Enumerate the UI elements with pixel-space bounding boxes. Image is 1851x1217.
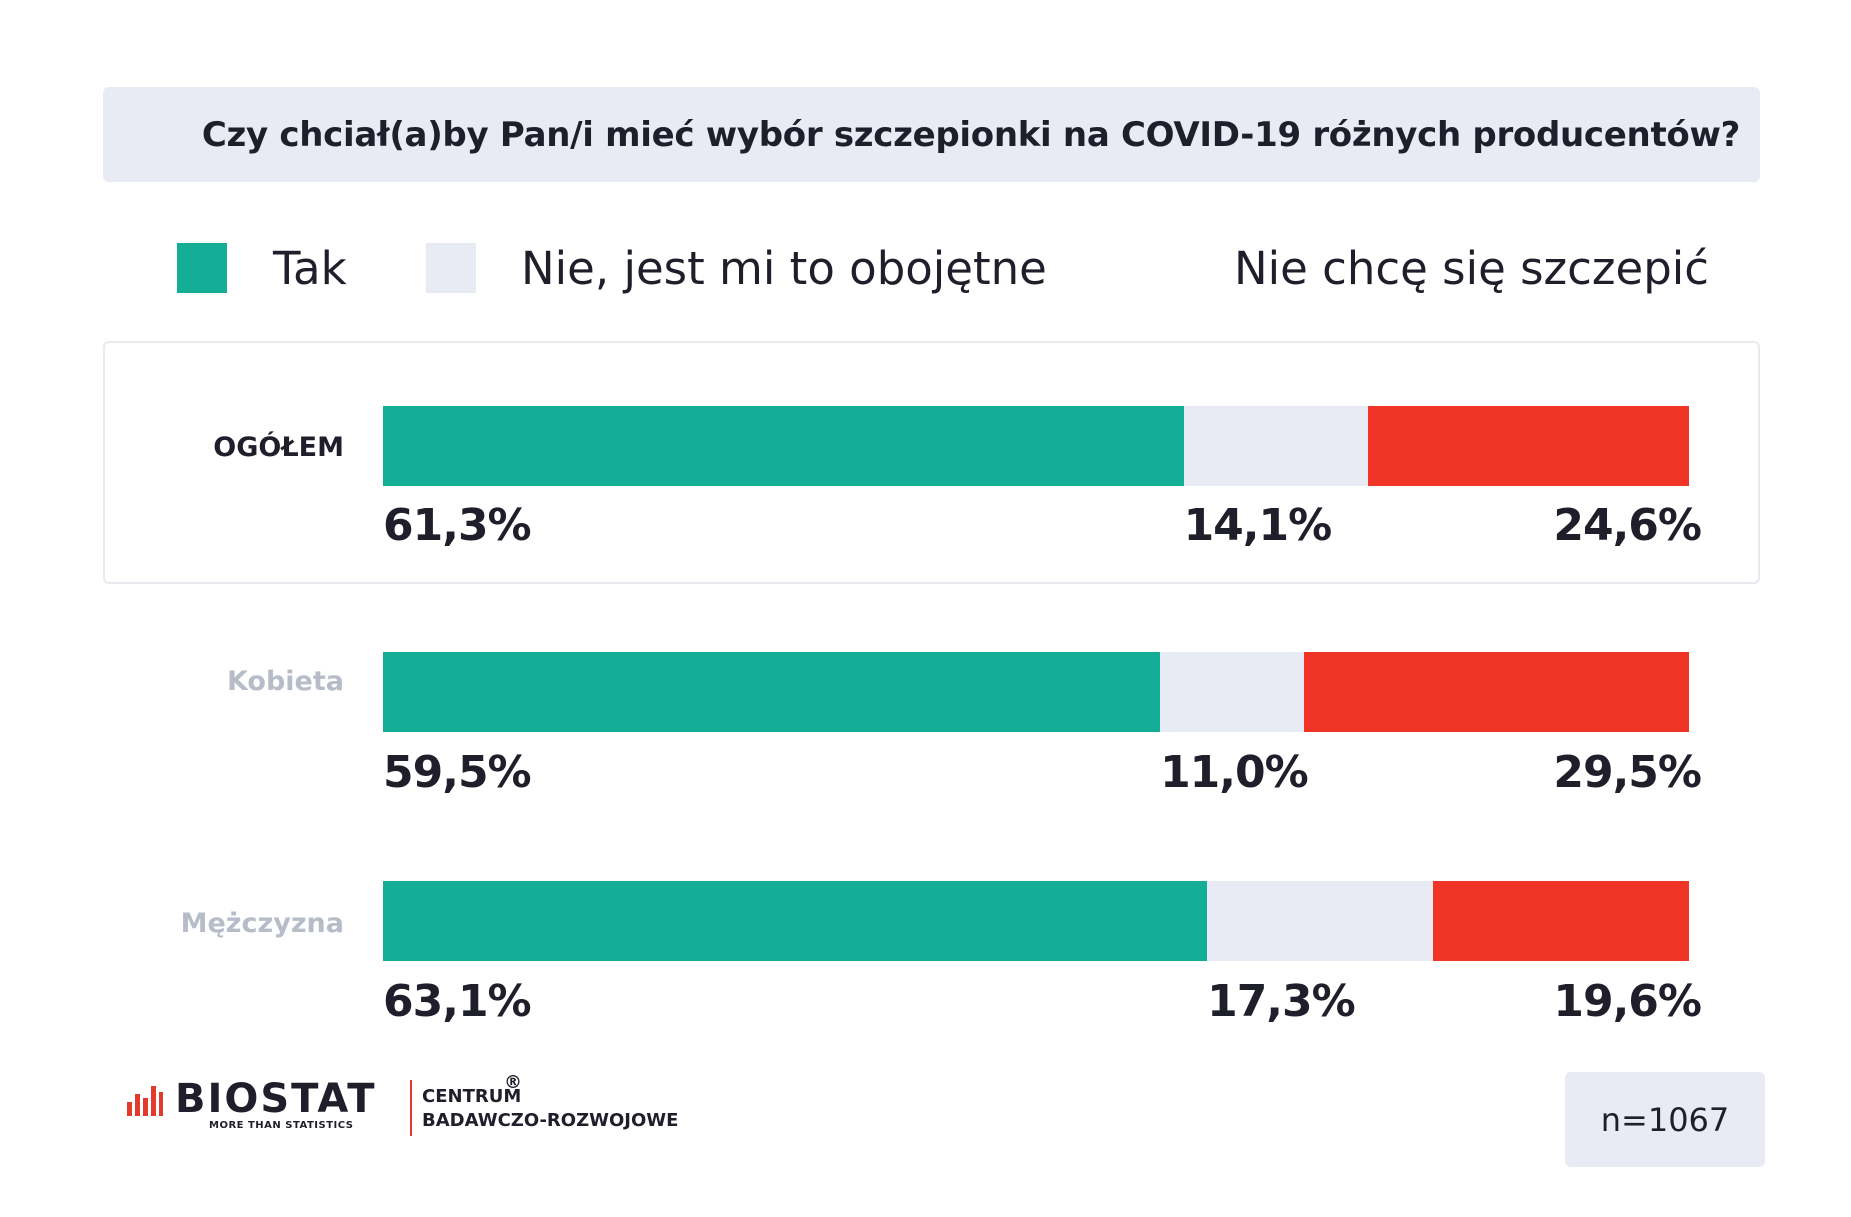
category-label-mezczyzna: Mężczyzna: [180, 908, 344, 939]
bar-mezczyzna-obojetne: [1207, 881, 1434, 961]
bar-ogolem-nie-chce: [1367, 406, 1690, 486]
legend-label-nie-chce: Nie chcę się szczepić: [1234, 242, 1710, 295]
category-label-kobieta: Kobieta: [226, 666, 344, 697]
logo-divider: [410, 1080, 412, 1136]
legend-label-tak: Tak: [273, 242, 347, 295]
bar-chart-icon: [127, 1086, 163, 1116]
bar-ogolem-tak: [383, 406, 1185, 486]
bar-kobieta-nie-chce: [1303, 652, 1690, 732]
value-label-kobieta-tak: 59,5%: [383, 747, 532, 798]
value-label-ogolem-tak: 61,3%: [383, 500, 532, 551]
value-label-mezczyzna-tak: 63,1%: [383, 976, 532, 1027]
bar-kobieta-obojetne: [1160, 652, 1305, 732]
logo-word: BIOSTAT: [175, 1076, 377, 1122]
value-label-kobieta-nie-chce: 29,5%: [1553, 747, 1702, 798]
logo-registered-mark: ®: [504, 1072, 522, 1093]
bar-mezczyzna-nie-chce: [1433, 881, 1690, 961]
sample-size: n=1067: [1600, 1100, 1730, 1139]
value-label-mezczyzna-obojetne: 17,3%: [1207, 976, 1356, 1027]
bar-mezczyzna-tak: [383, 881, 1208, 961]
legend-swatch-tak: [177, 243, 227, 293]
logo-tagline: MORE THAN STATISTICS: [209, 1120, 354, 1131]
legend-swatch-obojetne: [426, 243, 476, 293]
value-label-ogolem-obojetne: 14,1%: [1183, 500, 1333, 551]
logo-sub-centrum: CENTRUM: [422, 1086, 522, 1107]
value-label-ogolem-nie-chce: 24,6%: [1553, 500, 1702, 551]
category-label-ogolem: OGÓŁEM: [213, 432, 344, 463]
logo-sub-badawczo: BADAWCZO-ROZWOJOWE: [422, 1110, 679, 1131]
chart-title: Czy chciał(a)by Pan/i mieć wybór szczepi…: [201, 114, 1740, 155]
value-label-kobieta-obojetne: 11,0%: [1160, 747, 1309, 798]
sample-size-box: n=1067: [1565, 1072, 1765, 1167]
bar-kobieta-tak: [383, 652, 1161, 732]
title-box: Czy chciał(a)by Pan/i mieć wybór szczepi…: [103, 87, 1760, 182]
value-label-mezczyzna-nie-chce: 19,6%: [1553, 976, 1702, 1027]
bar-ogolem-obojetne: [1183, 406, 1369, 486]
legend-label-obojetne: Nie, jest mi to obojętne: [521, 242, 1047, 295]
